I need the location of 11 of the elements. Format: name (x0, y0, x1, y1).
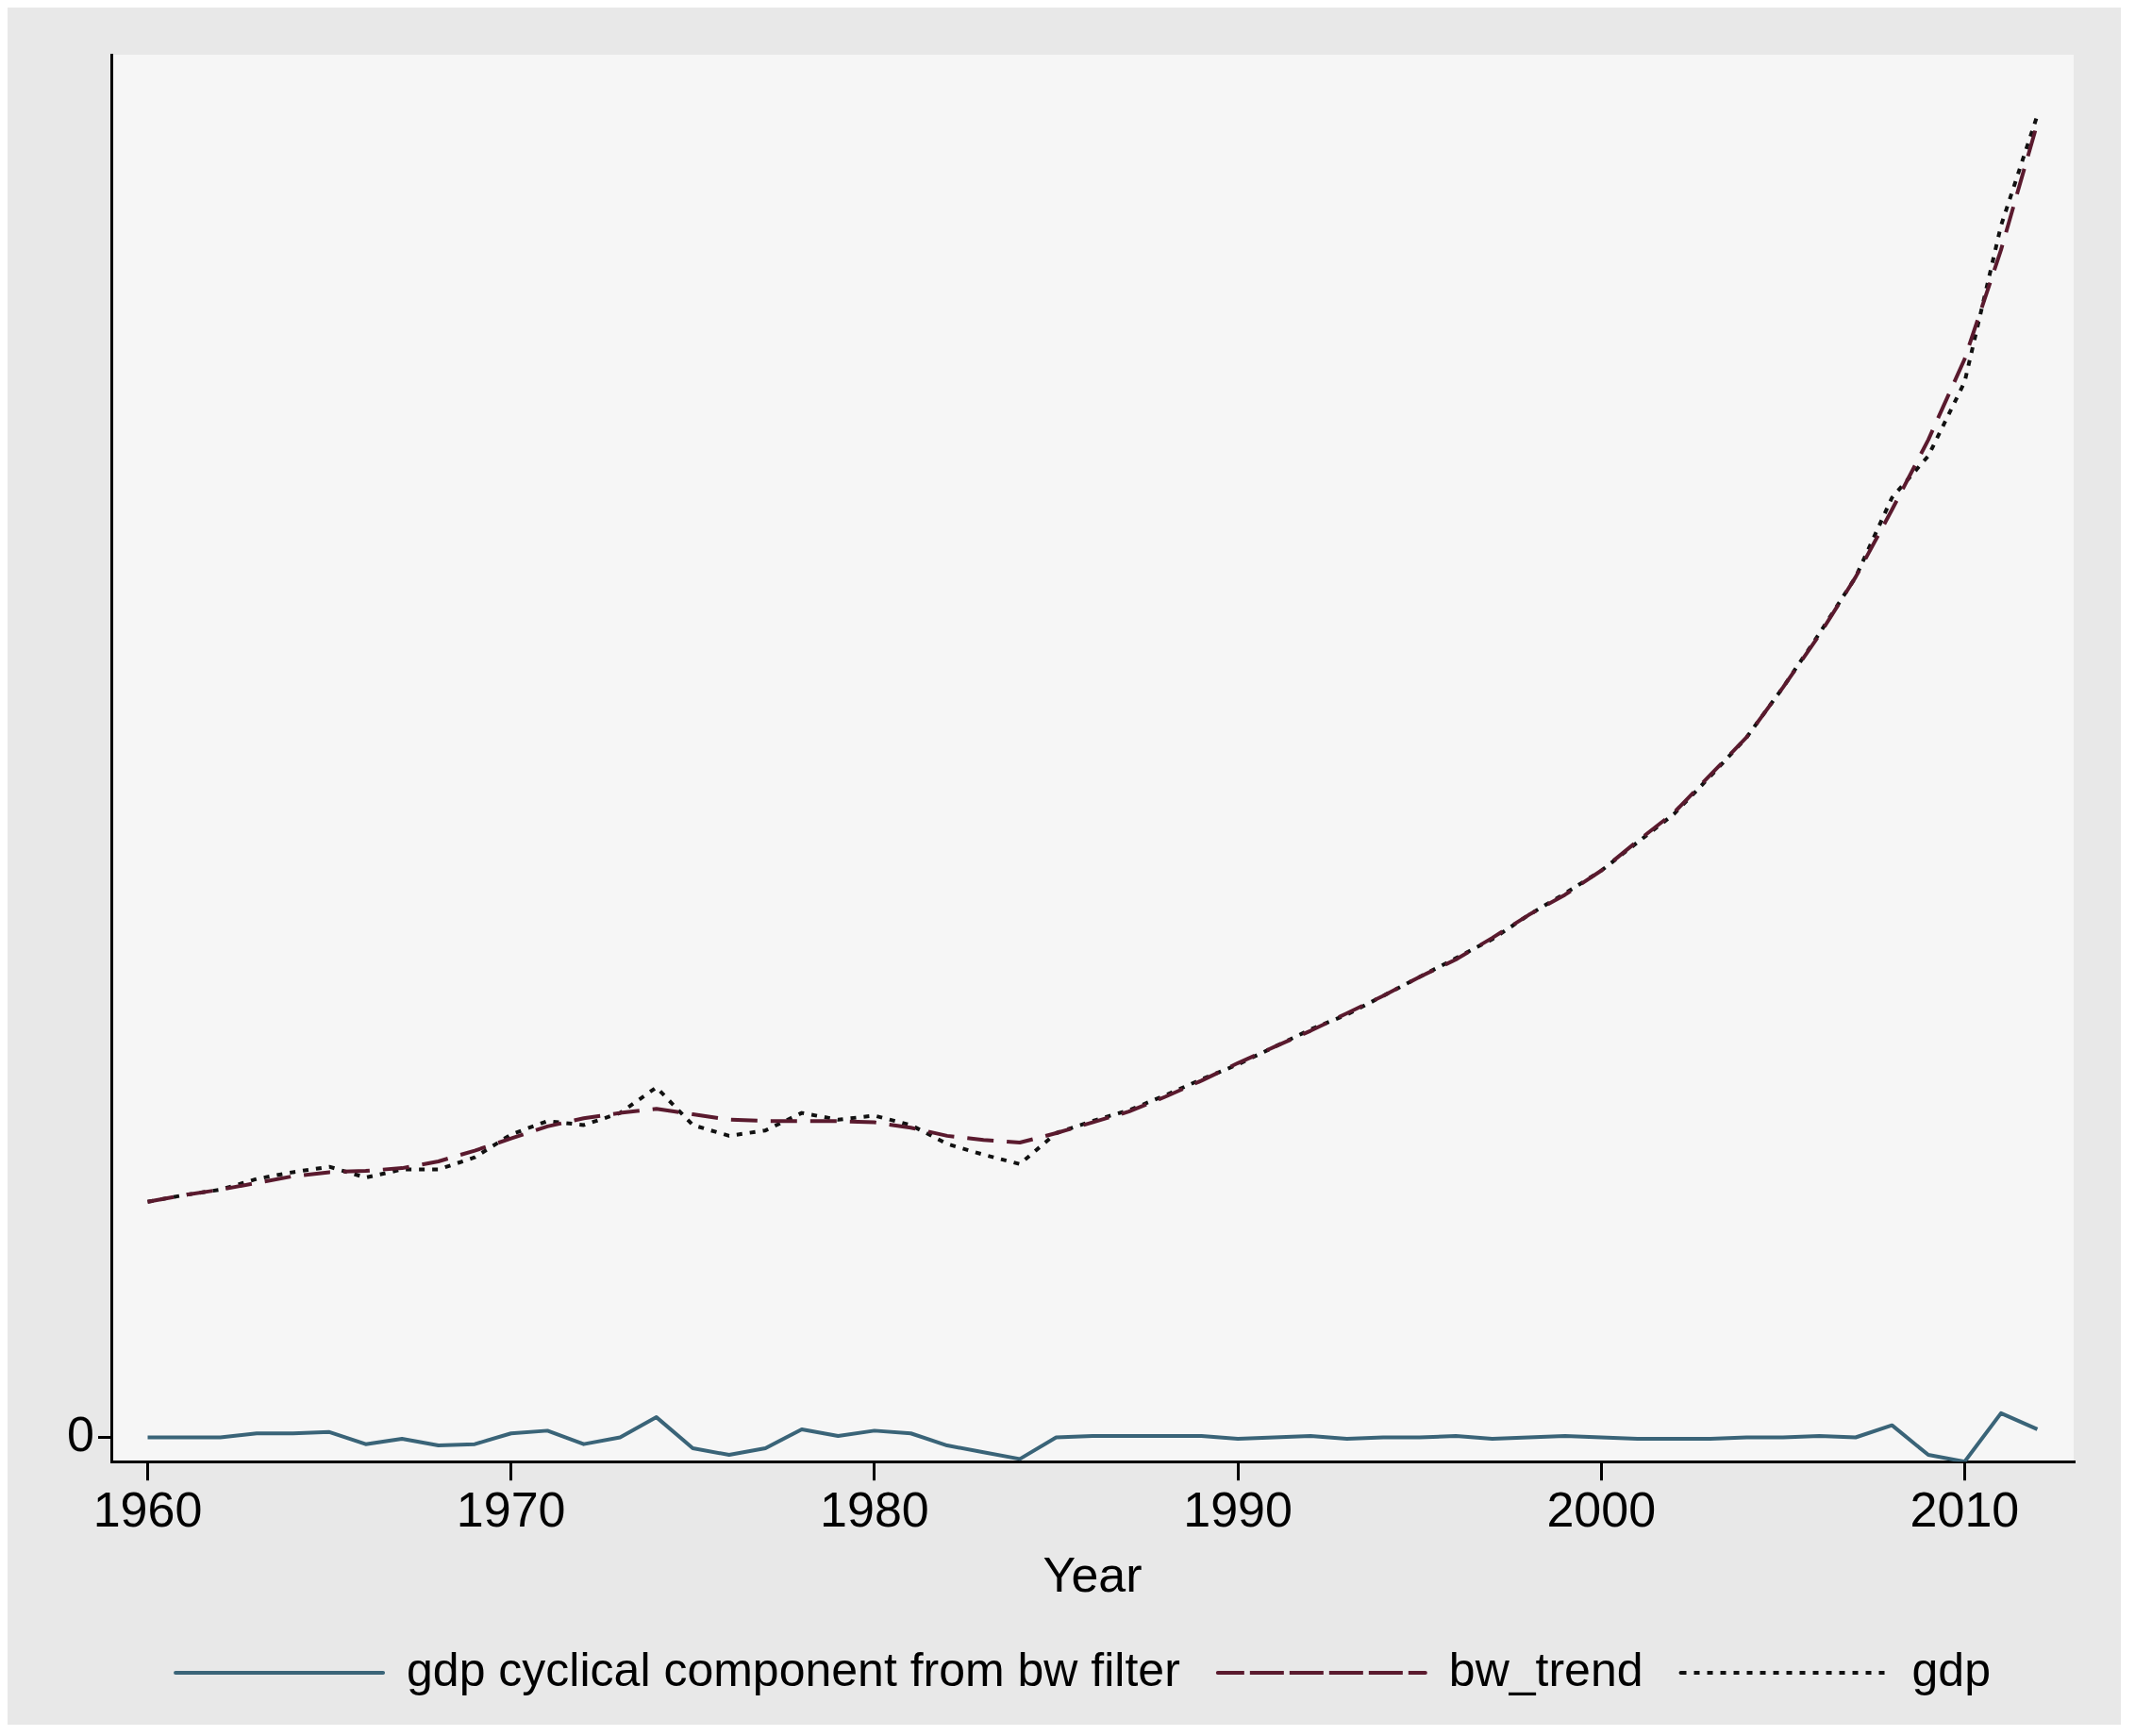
x-tick-label: 1970 (456, 1481, 566, 1537)
x-axis-title: Year (1042, 1547, 1143, 1603)
x-tick-label: 1980 (820, 1481, 929, 1537)
text: 0 (67, 1406, 94, 1461)
x-tick-label: 2010 (1910, 1481, 2020, 1537)
x-tick-label: 1960 (92, 1481, 203, 1537)
x-tick-label: 2000 (1546, 1481, 1657, 1537)
legend-label: bw_trend (1448, 1643, 1643, 1696)
x-tick-label: 1990 (1183, 1481, 1293, 1537)
legend-label: gdp (1911, 1643, 1991, 1696)
legend-label: gdp cyclical component from bw filter (407, 1643, 1180, 1696)
